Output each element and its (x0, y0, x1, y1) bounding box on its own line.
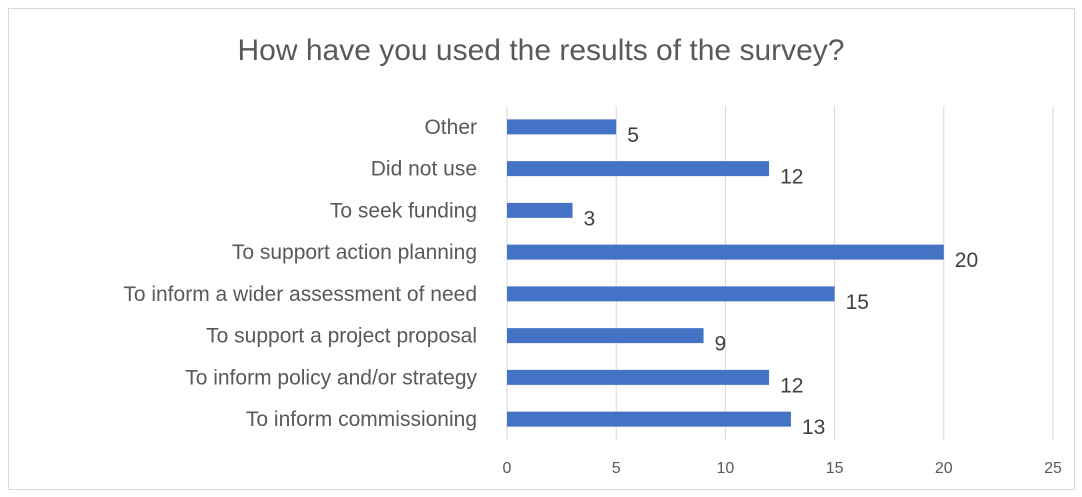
category-label: To inform a wider assessment of need (123, 283, 477, 306)
category-label: Did not use (371, 158, 477, 181)
data-label: 12 (780, 166, 803, 189)
category-labels: Other Did not use To seek funding To suppor… (123, 116, 477, 431)
category-label: To inform commissioning (246, 408, 477, 431)
x-axis-ticks: 0 5 10 15 20 25 (503, 460, 1062, 477)
bar (507, 202, 573, 218)
bar (507, 119, 617, 135)
category-label: To seek funding (330, 199, 477, 222)
data-label: 3 (584, 207, 596, 230)
x-tick-label: 5 (612, 460, 621, 477)
bars (507, 119, 944, 427)
chart-title: How have you used the results of the sur… (237, 34, 845, 67)
category-label: To support a project proposal (206, 325, 477, 348)
x-tick-label: 20 (935, 460, 953, 477)
x-tick-label: 15 (826, 460, 844, 477)
data-label: 5 (627, 124, 639, 147)
data-label: 12 (780, 374, 803, 397)
bar (507, 161, 770, 177)
category-label: To inform policy and/or strategy (185, 366, 477, 389)
data-label: 13 (802, 416, 825, 439)
x-tick-label: 25 (1044, 460, 1062, 477)
x-tick-label: 10 (717, 460, 735, 477)
category-label: Other (424, 116, 477, 139)
x-tick-label: 0 (503, 460, 512, 477)
category-label: To support action planning (232, 241, 477, 264)
bar (507, 286, 835, 302)
data-label: 20 (955, 249, 978, 272)
bar (507, 411, 791, 427)
value-labels: 5 12 3 20 15 9 12 13 (584, 124, 979, 439)
data-label: 15 (846, 291, 869, 314)
bar (507, 369, 770, 385)
data-label: 9 (715, 333, 727, 356)
bar (507, 328, 704, 344)
bar (507, 244, 944, 260)
